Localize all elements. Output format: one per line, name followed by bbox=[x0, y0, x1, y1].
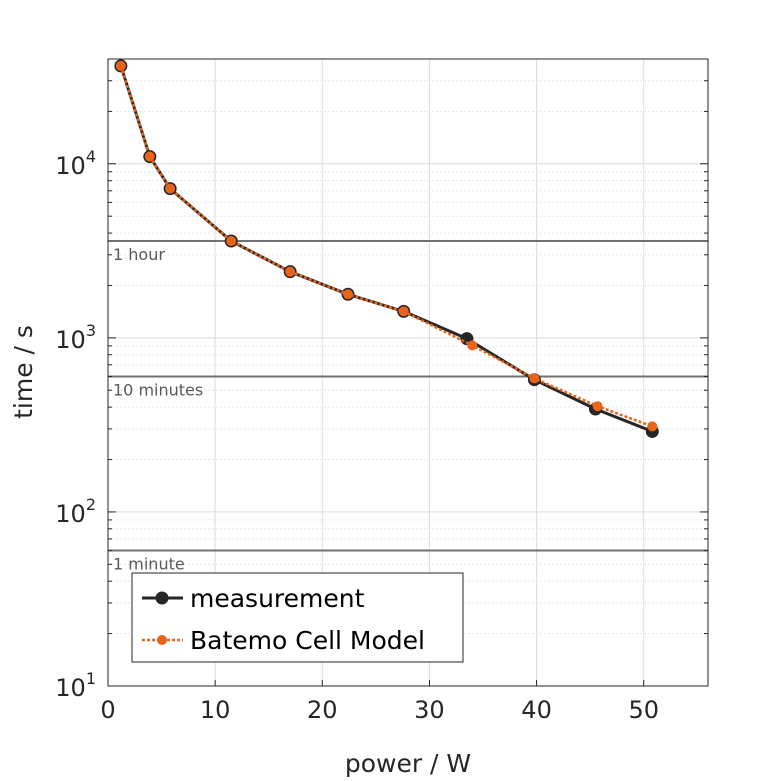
reference-line-label: 1 minute bbox=[113, 555, 185, 574]
data-point bbox=[529, 373, 540, 384]
x-tick-label: 10 bbox=[200, 696, 231, 724]
data-point bbox=[398, 306, 409, 317]
y-axis-title: time / s bbox=[9, 325, 38, 419]
y-tick-base: 10 bbox=[55, 674, 86, 702]
x-axis-title: power / W bbox=[345, 749, 471, 778]
x-tick-label: 0 bbox=[100, 696, 115, 724]
reference-line-label: 10 minutes bbox=[113, 380, 203, 399]
reference-line-label: 1 hour bbox=[113, 245, 165, 264]
x-tick-label: 20 bbox=[307, 696, 338, 724]
y-tick-base: 10 bbox=[55, 326, 86, 354]
data-point bbox=[343, 289, 353, 300]
plot-border bbox=[107, 58, 709, 687]
data-point bbox=[592, 401, 603, 412]
x-tick-label: 30 bbox=[414, 696, 445, 724]
y-tick-label: 104 bbox=[55, 147, 96, 180]
tick-marks bbox=[107, 58, 708, 687]
series bbox=[114, 59, 659, 438]
y-tick-label: 102 bbox=[55, 495, 96, 528]
legend: measurement Batemo Cell Model bbox=[131, 572, 464, 663]
y-tick-exponent: 1 bbox=[86, 669, 96, 688]
x-tick-label: 50 bbox=[628, 696, 659, 724]
y-tick-base: 10 bbox=[55, 500, 86, 528]
data-point bbox=[165, 183, 176, 194]
data-point bbox=[144, 151, 155, 162]
series-batemo-cell-model bbox=[115, 60, 658, 432]
data-point bbox=[226, 236, 237, 247]
y-tick-exponent: 2 bbox=[86, 495, 96, 514]
y-tick-base: 10 bbox=[55, 152, 86, 180]
x-tick-label: 40 bbox=[521, 696, 552, 724]
reference-lines: 1 hour 10 minutes 1 minute bbox=[108, 240, 708, 574]
legend-marker-batemo-cell-model bbox=[157, 635, 167, 645]
y-tick-exponent: 4 bbox=[86, 147, 96, 166]
legend-marker-measurement bbox=[155, 591, 169, 605]
legend-label-measurement: measurement bbox=[190, 584, 365, 613]
y-tick-label: 103 bbox=[55, 321, 96, 354]
y-tick-exponent: 3 bbox=[86, 321, 96, 340]
data-point bbox=[647, 421, 658, 432]
y-tick-label: 101 bbox=[55, 669, 96, 702]
legend-box bbox=[131, 572, 464, 663]
data-point bbox=[115, 60, 126, 71]
data-point bbox=[467, 340, 478, 351]
legend-label-batemo-cell-model: Batemo Cell Model bbox=[190, 626, 425, 655]
data-point bbox=[285, 266, 296, 277]
x-tick-labels: 0 10 20 30 40 50 bbox=[100, 696, 659, 724]
